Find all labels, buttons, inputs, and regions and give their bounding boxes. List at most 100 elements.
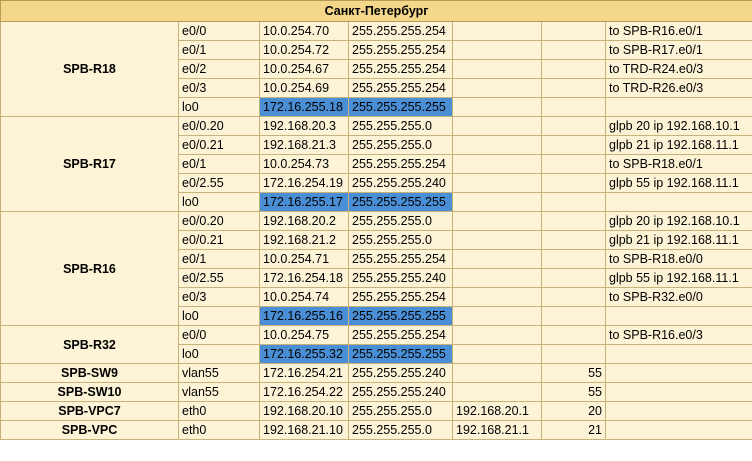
gateway-cell: 192.168.20.1 — [452, 401, 542, 421]
gateway-cell — [452, 306, 542, 326]
interface-cell: e0/1 — [178, 154, 260, 174]
note-cell — [604, 420, 752, 440]
interface-cell: eth0 — [178, 420, 260, 440]
ip-cell: 10.0.254.74 — [259, 287, 349, 307]
note-cell: to SPB-R16.e0/1 — [604, 21, 752, 41]
gateway-cell — [452, 382, 542, 402]
gateway-cell — [452, 211, 542, 231]
mask-cell: 255.255.255.240 — [348, 382, 453, 402]
vlan-cell — [541, 230, 606, 250]
mask-cell: 255.255.255.255 — [348, 192, 453, 212]
gateway-cell — [452, 59, 542, 79]
gateway-cell — [452, 154, 542, 174]
interface-cell: e0/0 — [178, 21, 260, 41]
vlan-cell — [541, 344, 606, 364]
vlan-cell — [541, 268, 606, 288]
mask-cell: 255.255.255.0 — [348, 230, 453, 250]
mask-cell: 255.255.255.254 — [348, 59, 453, 79]
note-cell: glpb 55 ip 192.168.11.1 — [604, 268, 752, 288]
table-row: e0/1 10.0.254.73 255.255.255.254 to SPB-R18… — [1, 154, 752, 174]
interface-cell: e0/2 — [178, 59, 260, 79]
note-cell: to SPB-R18.e0/1 — [604, 154, 752, 174]
ip-cell: 10.0.254.75 — [259, 325, 349, 345]
vlan-cell — [541, 97, 606, 117]
note-cell — [604, 192, 752, 212]
interface-cell: lo0 — [178, 97, 260, 117]
note-cell — [604, 382, 752, 402]
ip-cell: 172.16.255.17 — [259, 192, 349, 212]
ip-cell: 10.0.254.67 — [259, 59, 349, 79]
device-name-cell: SPB-VPC — [0, 420, 179, 440]
note-cell: glpb 21 ip 192.168.11.1 — [604, 135, 752, 155]
interface-cell: e0/0.21 — [178, 230, 260, 250]
ip-cell: 10.0.254.69 — [259, 78, 349, 98]
note-cell: glpb 21 ip 192.168.11.1 — [604, 230, 752, 250]
note-cell: to TRD-R24.e0/3 — [604, 59, 752, 79]
interface-cell: e0/1 — [178, 40, 260, 60]
table-row: SPB-R18 e0/0 10.0.254.70 255.255.255.254 to … — [0, 21, 752, 117]
gateway-cell — [452, 363, 542, 383]
interface-cell: eth0 — [178, 401, 260, 421]
ip-cell: 192.168.20.10 — [259, 401, 349, 421]
table-row: e0/2 10.0.254.67 255.255.255.254 to TRD-R24… — [1, 59, 752, 79]
interface-cell: lo0 — [178, 192, 260, 212]
table-row: SPB-R16 e0/0.20 192.168.20.2 255.255.255.0 g… — [0, 211, 752, 326]
interface-cell: e0/0.20 — [178, 211, 260, 231]
table-row: e0/2.55 172.16.254.18 255.255.255.240 glpb … — [1, 268, 752, 288]
vlan-cell — [541, 173, 606, 193]
mask-cell: 255.255.255.240 — [348, 173, 453, 193]
ip-cell: 192.168.20.3 — [259, 116, 349, 136]
note-cell — [604, 97, 752, 117]
gateway-cell — [452, 78, 542, 98]
ip-cell: 192.168.20.2 — [259, 211, 349, 231]
mask-cell: 255.255.255.0 — [348, 401, 453, 421]
gateway-cell: 192.168.21.1 — [452, 420, 542, 440]
gateway-cell — [452, 97, 542, 117]
gateway-cell — [452, 344, 542, 364]
table-row: SPB-R17 e0/0.20 192.168.20.3 255.255.255.0 g… — [0, 116, 752, 212]
interface-cell: lo0 — [178, 306, 260, 326]
ip-cell: 10.0.254.73 — [259, 154, 349, 174]
gateway-cell — [452, 40, 542, 60]
ip-cell: 192.168.21.10 — [259, 420, 349, 440]
ip-cell: 172.16.255.18 — [259, 97, 349, 117]
table-row: SPB-SW10 vlan55 172.16.254.22 255.255.255.2… — [0, 382, 752, 402]
vlan-cell — [541, 249, 606, 269]
note-cell: to SPB-R17.e0/1 — [604, 40, 752, 60]
title-row: Санкт-Петербург — [0, 0, 752, 22]
interface-cell: e0/2.55 — [178, 268, 260, 288]
device-name-cell: SPB-VPC7 — [0, 401, 179, 421]
vlan-cell — [541, 287, 606, 307]
table-row: lo0 172.16.255.32 255.255.255.255 — [1, 344, 752, 364]
mask-cell: 255.255.255.0 — [348, 420, 453, 440]
interface-cell: e0/0.20 — [178, 116, 260, 136]
vlan-cell — [541, 135, 606, 155]
note-cell: glpb 20 ip 192.168.10.1 — [604, 116, 752, 136]
note-cell: to SPB-R32.e0/0 — [604, 287, 752, 307]
interface-cell: e0/3 — [178, 287, 260, 307]
gateway-cell — [452, 249, 542, 269]
gateway-cell — [452, 268, 542, 288]
table-row: SPB-R32 e0/0 10.0.254.75 255.255.255.254 to … — [0, 325, 752, 364]
ip-cell: 172.16.254.19 — [259, 173, 349, 193]
mask-cell: 255.255.255.240 — [348, 363, 453, 383]
gateway-cell — [452, 192, 542, 212]
mask-cell: 255.255.255.254 — [348, 325, 453, 345]
device-name-cell: SPB-R17 — [0, 116, 179, 212]
device-name-cell: SPB-R18 — [0, 21, 179, 117]
ip-cell: 192.168.21.3 — [259, 135, 349, 155]
table-title: Санкт-Петербург — [0, 0, 752, 22]
table-row: lo0 172.16.255.16 255.255.255.255 — [1, 306, 752, 326]
gateway-cell — [452, 325, 542, 345]
gateway-cell — [452, 173, 542, 193]
interface-cell: e0/1 — [178, 249, 260, 269]
note-cell — [604, 363, 752, 383]
mask-cell: 255.255.255.240 — [348, 268, 453, 288]
vlan-cell — [541, 154, 606, 174]
ip-cell: 172.16.254.21 — [259, 363, 349, 383]
table-row: e0/1 10.0.254.72 255.255.255.254 to SPB-R17… — [1, 40, 752, 60]
vlan-cell: 21 — [541, 420, 606, 440]
ip-cell: 10.0.254.72 — [259, 40, 349, 60]
interface-cell: vlan55 — [178, 382, 260, 402]
mask-cell: 255.255.255.0 — [348, 211, 453, 231]
